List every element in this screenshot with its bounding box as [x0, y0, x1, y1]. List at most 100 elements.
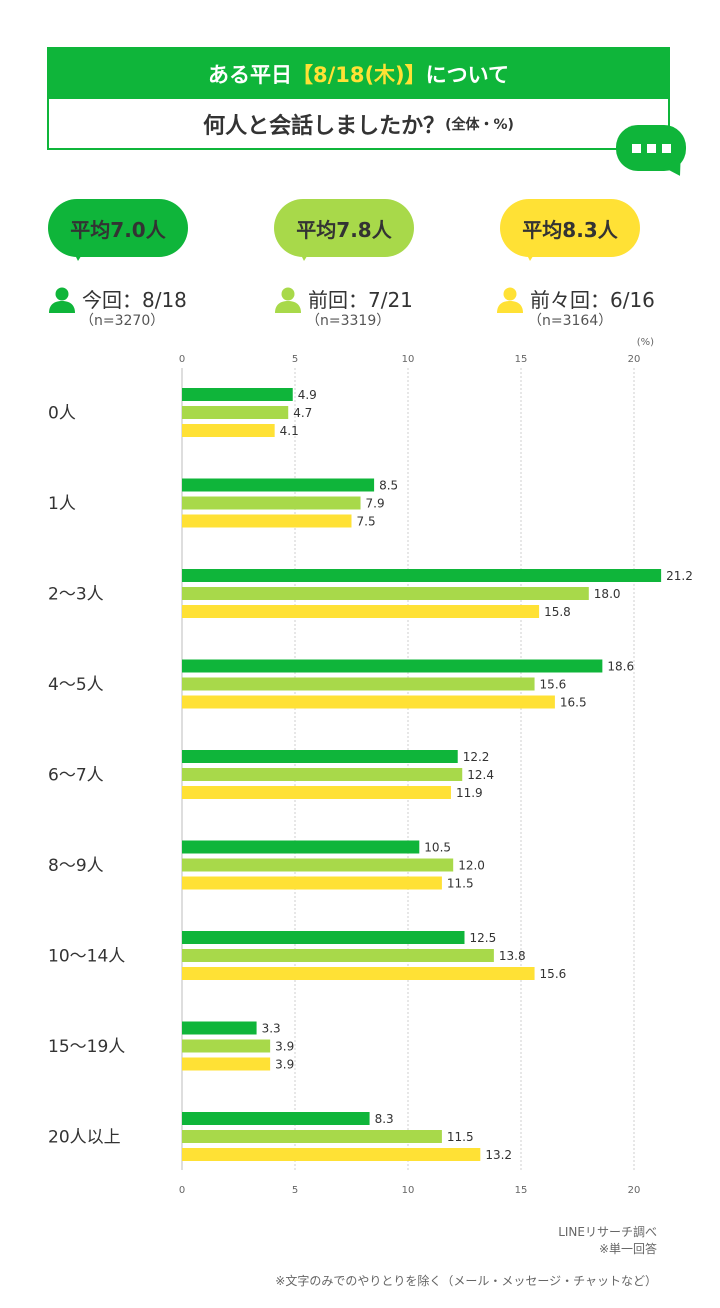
bar [182, 478, 375, 492]
category-label: 2〜3人 [48, 585, 104, 605]
x-tick-label-top: 15 [515, 354, 528, 365]
legend-n-previous: （n=3319） [306, 313, 391, 329]
title-subtitle: (全体・%) [445, 117, 514, 133]
average-bubble-current: 平均7.0人 [48, 199, 188, 261]
title-line2: 何人と会話しましたか？ (全体・%) [49, 99, 668, 149]
data-label: 12.5 [470, 931, 497, 945]
category-label: 20人以上 [48, 1128, 121, 1148]
data-label: 8.5 [379, 479, 398, 493]
bar [182, 496, 361, 510]
title-box: ある平日 【8/18(木)】 について 何人と会話しましたか？ (全体・%) [47, 47, 670, 150]
category-label: 8〜9人 [48, 856, 104, 876]
data-label: 12.0 [458, 859, 485, 873]
bar [182, 1039, 271, 1053]
data-label: 11.9 [456, 786, 483, 800]
data-label: 3.9 [275, 1040, 294, 1054]
category-label: 0人 [48, 404, 76, 424]
category-label: 1人 [48, 494, 76, 514]
x-tick-label-bottom: 5 [292, 1185, 298, 1196]
data-label: 8.3 [375, 1112, 394, 1126]
legend-label-before-previous: 前々回：6/16 [530, 288, 655, 312]
legend-item-current: 今回：8/18 （n=3270） [48, 284, 248, 334]
bar [182, 388, 293, 401]
x-tick-label-bottom: 15 [515, 1185, 528, 1196]
data-label: 13.8 [499, 949, 526, 963]
person-icon [49, 287, 75, 313]
x-tick-label-bottom: 0 [179, 1185, 185, 1196]
data-label: 3.9 [275, 1058, 294, 1072]
bar [182, 768, 463, 781]
exclusion-note: ※文字のみでのやりとりを除く（メール・メッセージ・チャットなど） [275, 1274, 657, 1288]
bar [182, 1130, 442, 1143]
category-label: 10〜14人 [48, 947, 125, 967]
x-tick-label-bottom: 10 [402, 1185, 415, 1196]
bar [182, 677, 535, 691]
data-label: 18.6 [607, 660, 634, 674]
average-before-previous-label: 平均8.3人 [522, 217, 618, 242]
data-label: 21.2 [666, 569, 693, 583]
title-post: について [425, 63, 510, 87]
bar [182, 605, 540, 618]
bar [182, 514, 352, 528]
bar [182, 858, 454, 872]
data-label: 11.5 [447, 877, 474, 891]
bar [182, 1021, 257, 1035]
bar [182, 876, 442, 890]
unit-label: (%) [637, 337, 654, 348]
chat-bubble-icon [616, 125, 689, 181]
person-icon [497, 287, 523, 313]
x-tick-label-top: 5 [292, 354, 298, 365]
data-label: 18.0 [594, 587, 621, 601]
title-pre: ある平日 [207, 63, 292, 87]
category-label: 15〜19人 [48, 1037, 125, 1057]
data-label: 13.2 [485, 1148, 512, 1162]
data-label: 16.5 [560, 696, 587, 710]
average-bubble-before-previous: 平均8.3人 [500, 199, 640, 261]
bar [182, 406, 289, 419]
bar [182, 1057, 271, 1071]
title-question: 何人と会話しましたか？ [203, 114, 446, 139]
category-label: 4〜5人 [48, 675, 104, 695]
legend-item-before-previous: 前々回：6/16 （n=3164） [496, 284, 706, 334]
data-label: 4.7 [293, 406, 312, 420]
title-date-highlight: 【8/18(木)】 [291, 63, 426, 87]
x-tick-label-top: 10 [402, 354, 415, 365]
legend-label-previous: 前回：7/21 [308, 288, 413, 312]
person-icon [275, 287, 301, 313]
data-label: 15.8 [544, 605, 571, 619]
average-current-label: 平均7.0人 [70, 217, 166, 242]
bar [182, 695, 555, 709]
legend-item-previous: 前回：7/21 （n=3319） [274, 284, 474, 334]
data-label: 11.5 [447, 1130, 474, 1144]
data-label: 12.2 [463, 750, 490, 764]
legend-n-before-previous: （n=3164） [528, 313, 613, 329]
bar [182, 750, 458, 763]
data-label: 15.6 [540, 967, 567, 981]
bar [182, 1148, 481, 1161]
bar [182, 424, 275, 437]
bar [182, 569, 662, 582]
data-label: 4.1 [280, 424, 299, 438]
legend-label-current: 今回：8/18 [82, 288, 187, 312]
data-label: 7.5 [357, 515, 376, 529]
data-label: 4.9 [298, 388, 317, 402]
category-label: 6〜7人 [48, 766, 104, 786]
bar [182, 1112, 370, 1125]
data-label: 12.4 [467, 768, 494, 782]
bar [182, 786, 451, 799]
bar [182, 840, 420, 854]
data-label: 3.3 [262, 1022, 281, 1036]
bar [182, 949, 494, 962]
average-previous-label: 平均7.8人 [296, 217, 392, 242]
bar [182, 587, 589, 600]
x-tick-label-top: 0 [179, 354, 185, 365]
title-line1: ある平日 【8/18(木)】 について [49, 49, 668, 99]
data-label: 7.9 [366, 497, 385, 511]
data-label: 10.5 [424, 841, 451, 855]
single-answer-note: ※単一回答 [598, 1242, 657, 1256]
x-tick-label-top: 20 [628, 354, 641, 365]
bar [182, 931, 465, 944]
bar [182, 967, 535, 980]
data-label: 15.6 [540, 678, 567, 692]
